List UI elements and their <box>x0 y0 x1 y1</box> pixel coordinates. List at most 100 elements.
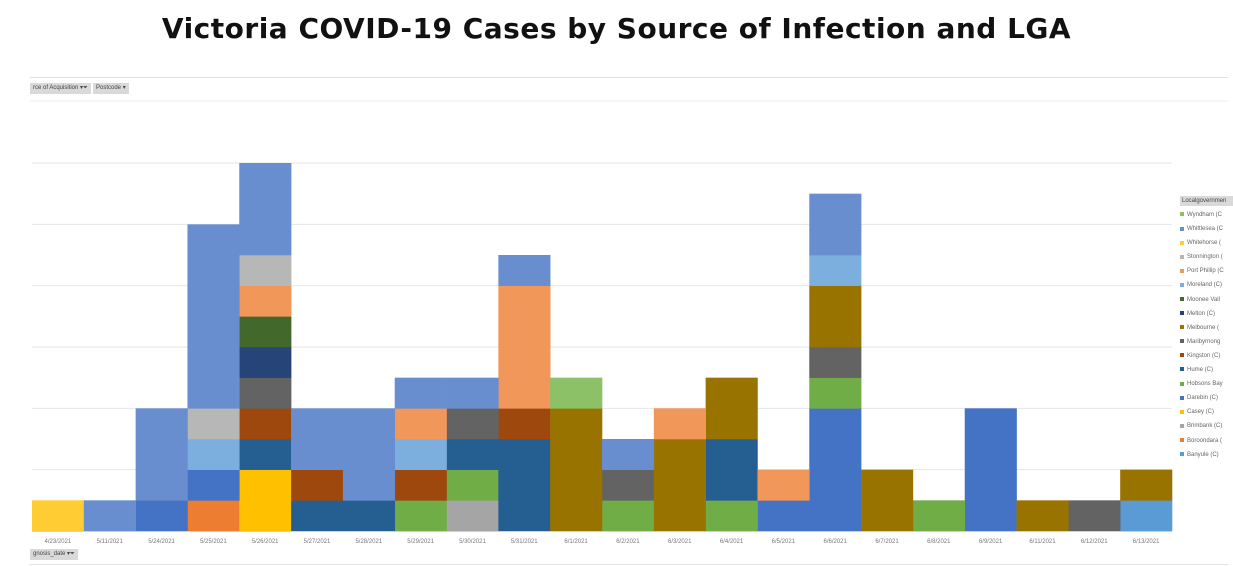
legend-label: Casey (C) <box>1187 409 1215 416</box>
legend-swatch <box>1180 423 1184 428</box>
legend-item[interactable]: Darebin (C) <box>1180 391 1233 405</box>
legend-item[interactable]: Whitehorse ( <box>1180 236 1233 250</box>
legend-swatch <box>1180 409 1184 414</box>
x-tick-label: 5/25/2021 <box>200 539 227 545</box>
chart-title: Victoria COVID-19 Cases by Source of Inf… <box>161 12 1072 45</box>
legend-label: Maribyrnong <box>1187 338 1221 345</box>
legend-item[interactable]: Wyndham (C <box>1180 208 1233 222</box>
bar-segment <box>291 469 344 501</box>
bar-segment <box>342 408 396 501</box>
legend-swatch <box>1180 240 1184 245</box>
legend-swatch <box>1180 395 1184 400</box>
legend-label: Moonee Vall <box>1187 296 1220 303</box>
bar-segment <box>602 500 655 532</box>
bar-segment <box>239 347 292 378</box>
postcode-filter[interactable]: Postcode ▾ <box>93 83 129 94</box>
legend-swatch <box>1180 367 1184 372</box>
bar-segment <box>239 408 292 440</box>
x-tick-label: 6/1/2021 <box>564 539 588 545</box>
x-tick-label: 6/7/2021 <box>875 539 899 545</box>
bar-segment <box>809 377 862 409</box>
legend-item[interactable]: Whittlesea (C <box>1180 222 1233 236</box>
legend-item[interactable]: Casey (C) <box>1180 405 1233 419</box>
source-of-acquisition-filter[interactable]: rce of Acquisition ▾⏷ <box>30 83 91 94</box>
x-tick-label: 5/31/2021 <box>511 539 538 545</box>
bar-segment <box>239 316 292 348</box>
bar-segment <box>1016 500 1069 532</box>
legend-label: Whittlesea (C <box>1187 226 1224 233</box>
x-tick-label: 6/2/2021 <box>616 539 640 545</box>
bar-segment <box>239 285 292 317</box>
bar-segment <box>809 285 862 348</box>
bar-segment <box>394 469 447 501</box>
bar-segment <box>394 500 447 532</box>
legend-item[interactable]: Kingston (C) <box>1180 349 1233 363</box>
legend-swatch <box>1180 452 1184 457</box>
bar-segment <box>239 469 292 532</box>
bar-segment <box>239 255 292 286</box>
x-tick-label: 6/13/2021 <box>1133 539 1160 545</box>
bar-segment <box>446 408 499 440</box>
top-divider <box>30 77 1228 78</box>
legend-item[interactable]: Melbourne ( <box>1180 321 1233 335</box>
x-tick-label: 6/9/2021 <box>979 539 1003 545</box>
bar-segment <box>705 377 758 440</box>
bar-segment <box>446 500 499 532</box>
filter-icon: ▾⏷ <box>67 551 75 557</box>
legend-item[interactable]: Moreland (C) <box>1180 278 1233 292</box>
bar-segment <box>550 377 603 409</box>
legend-swatch <box>1180 353 1184 358</box>
bar-segment <box>239 377 292 409</box>
legend-swatch <box>1180 311 1184 316</box>
source-filter-label: rce of Acquisition <box>33 85 79 91</box>
bar-segment <box>1120 500 1173 532</box>
legend-item[interactable]: Hume (C) <box>1180 363 1233 377</box>
bar-segment <box>809 255 862 286</box>
legend-item[interactable]: Stonnington ( <box>1180 250 1233 264</box>
legend-item[interactable]: Brimbank (C) <box>1180 419 1233 433</box>
legend-label: Boroondara ( <box>1187 437 1223 444</box>
x-tick-label: 6/5/2021 <box>772 539 796 545</box>
bar-segment <box>498 439 551 532</box>
legend-item[interactable]: Boroondara ( <box>1180 434 1233 448</box>
x-tick-label: 6/6/2021 <box>824 539 848 545</box>
bar-segment <box>653 408 706 440</box>
bar-segment <box>83 500 136 532</box>
legend-item[interactable]: Melton (C) <box>1180 307 1233 321</box>
legend-title: Localgovernmen <box>1180 196 1233 206</box>
legend-label: Hobsons Bay <box>1187 381 1223 388</box>
x-tick-label: 5/11/2021 <box>97 539 124 545</box>
bar-segment <box>653 439 706 532</box>
legend-swatch <box>1180 381 1184 386</box>
legend-label: Wyndham (C <box>1187 212 1222 218</box>
bar-segment <box>602 439 655 470</box>
legend-label: Kingston (C) <box>1187 352 1221 359</box>
x-tick-label: 5/30/2021 <box>459 539 486 545</box>
legend-item[interactable]: Hobsons Bay <box>1180 377 1233 391</box>
legend-label: Brimbank (C) <box>1187 423 1223 430</box>
diagnosis-date-filter[interactable]: gnosis_date ▾⏷ <box>30 549 78 560</box>
legend-label: Port Phillip (C <box>1187 268 1224 275</box>
bar-segment <box>342 500 396 532</box>
legend-item[interactable]: Port Phillip (C <box>1180 264 1233 278</box>
bar-segment <box>239 163 292 256</box>
x-tick-label: 6/8/2021 <box>927 539 951 545</box>
legend-swatch <box>1180 212 1184 217</box>
bar-segment <box>446 439 499 470</box>
legend-item[interactable]: Banyule (C) <box>1180 448 1233 462</box>
legend-item[interactable]: Moonee Vall <box>1180 293 1233 307</box>
bar-segment <box>291 408 344 470</box>
dropdown-icon: ▾ <box>122 85 126 91</box>
legend-label: Stonnington ( <box>1187 254 1223 261</box>
bar-segment <box>602 469 655 501</box>
bar-segment <box>291 500 344 532</box>
legend-swatch <box>1180 268 1184 273</box>
legend-swatch <box>1180 282 1184 287</box>
legend-label: Moreland (C) <box>1187 282 1223 289</box>
bar-segment <box>705 500 758 532</box>
bar-segment <box>912 500 966 532</box>
bar-segment <box>498 255 551 286</box>
bar-segment <box>135 500 188 532</box>
legend-item[interactable]: Maribyrnong <box>1180 335 1233 349</box>
